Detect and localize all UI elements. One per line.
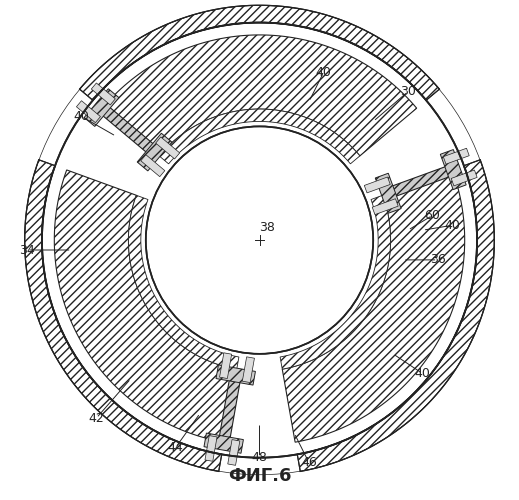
Polygon shape — [141, 154, 165, 176]
Polygon shape — [91, 83, 115, 105]
Text: 40: 40 — [415, 367, 431, 380]
Text: 46: 46 — [301, 456, 317, 469]
Polygon shape — [364, 177, 390, 193]
Polygon shape — [24, 160, 222, 472]
Polygon shape — [451, 170, 477, 186]
Text: 40: 40 — [444, 219, 460, 232]
Polygon shape — [443, 148, 469, 164]
Polygon shape — [76, 100, 101, 122]
Text: 36: 36 — [430, 254, 445, 266]
Polygon shape — [137, 133, 172, 171]
Text: 38: 38 — [259, 221, 275, 234]
Circle shape — [42, 22, 477, 458]
Circle shape — [146, 126, 373, 354]
Polygon shape — [98, 104, 158, 156]
Text: 40: 40 — [316, 66, 332, 78]
Text: 44: 44 — [168, 442, 183, 454]
Text: 34: 34 — [19, 244, 35, 256]
Polygon shape — [218, 374, 241, 444]
Text: 30: 30 — [400, 86, 416, 98]
Text: 42: 42 — [88, 412, 104, 424]
Polygon shape — [54, 170, 237, 442]
Text: 48: 48 — [252, 451, 267, 464]
Polygon shape — [159, 109, 360, 164]
Polygon shape — [129, 196, 239, 369]
Polygon shape — [228, 440, 240, 466]
Polygon shape — [102, 35, 417, 156]
Text: 60: 60 — [425, 209, 441, 222]
Polygon shape — [386, 164, 455, 198]
Polygon shape — [242, 357, 254, 382]
Polygon shape — [156, 137, 180, 159]
Polygon shape — [375, 173, 401, 214]
Polygon shape — [372, 198, 398, 214]
Polygon shape — [297, 160, 495, 472]
Polygon shape — [282, 170, 465, 442]
Polygon shape — [280, 196, 390, 369]
Polygon shape — [220, 353, 231, 378]
Polygon shape — [204, 433, 243, 453]
Polygon shape — [79, 6, 440, 100]
Text: ФИГ.6: ФИГ.6 — [228, 467, 291, 485]
Polygon shape — [440, 150, 466, 190]
Polygon shape — [216, 365, 255, 385]
Text: 40: 40 — [74, 110, 89, 123]
Polygon shape — [84, 88, 119, 126]
Polygon shape — [205, 436, 217, 462]
